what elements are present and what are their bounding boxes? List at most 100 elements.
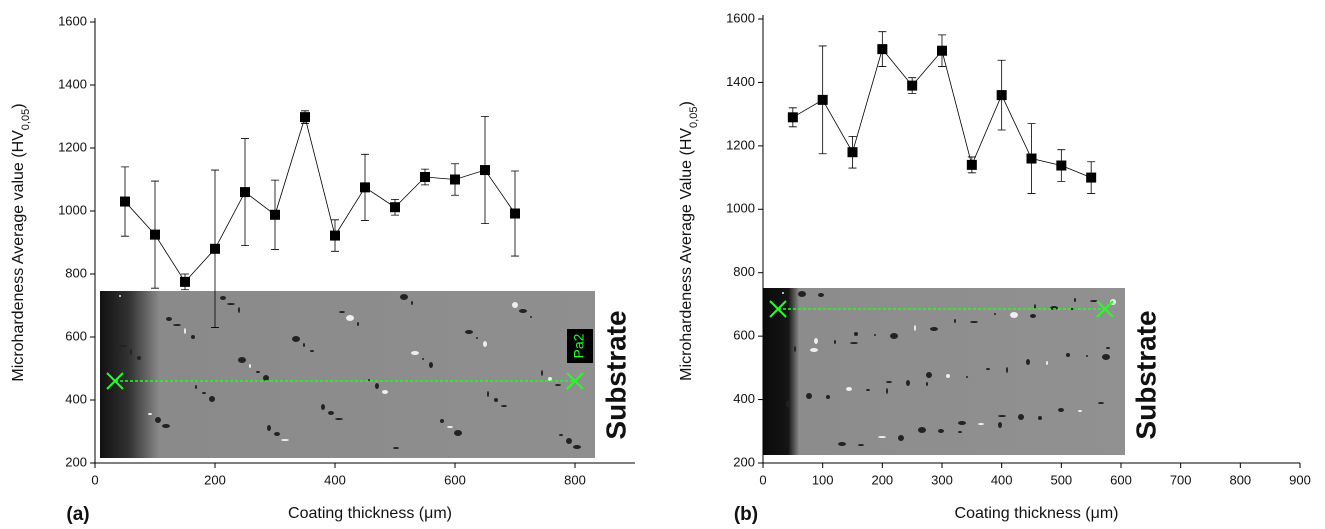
pore: [938, 429, 944, 433]
pore: [119, 345, 127, 347]
pore: [256, 371, 260, 373]
pore: [375, 383, 379, 389]
data-point: [420, 172, 430, 182]
data-point: [240, 187, 250, 197]
annotation: Substrate: [600, 310, 631, 439]
data-point: [210, 244, 220, 254]
pore: [487, 391, 489, 397]
pore: [476, 337, 478, 339]
x-tick-label: 600: [444, 472, 466, 487]
chart: Pa2Substrate2004006008001000120014001600…: [0, 0, 1325, 529]
pore: [447, 426, 453, 428]
pore: [906, 380, 910, 386]
pore: [555, 384, 561, 386]
pore: [393, 447, 399, 449]
y-tick-label: 800: [65, 265, 87, 280]
data-point: [818, 95, 828, 105]
panel-label: (a): [66, 504, 89, 525]
data-point: [1056, 161, 1066, 171]
pore: [267, 425, 271, 431]
pore: [1038, 416, 1042, 420]
pore: [850, 342, 858, 344]
pore: [958, 431, 962, 433]
x-tick-label: 400: [991, 472, 1013, 487]
x-axis-label: Coating thickness (μm): [955, 505, 1119, 522]
pore: [858, 444, 864, 446]
data-point: [510, 209, 520, 219]
pore: [454, 430, 462, 436]
pore: [838, 442, 846, 446]
pore: [191, 335, 195, 339]
pore: [810, 348, 818, 352]
pore: [878, 436, 886, 438]
pore: [854, 332, 858, 336]
pore: [422, 358, 424, 360]
pore: [166, 317, 172, 321]
pore: [321, 404, 325, 410]
pore: [946, 374, 950, 378]
data-point: [1086, 173, 1096, 183]
pore: [512, 302, 518, 308]
y-tick-label: 1600: [58, 13, 87, 28]
data-point: [120, 197, 130, 207]
pore: [310, 350, 314, 352]
pore: [1010, 312, 1018, 318]
pore: [814, 338, 818, 344]
pore: [1074, 298, 1076, 302]
pore: [400, 294, 408, 300]
pore: [998, 415, 1006, 417]
series-line: [793, 49, 1091, 177]
data-point: [907, 81, 917, 91]
y-tick-label: 1400: [58, 76, 87, 91]
pore: [1058, 408, 1064, 412]
pore: [303, 343, 305, 347]
pore: [368, 379, 370, 381]
pore: [155, 417, 161, 423]
pore: [494, 398, 498, 402]
annotation: Substrate: [1130, 310, 1161, 439]
y-tick-label: 400: [65, 391, 87, 406]
pore: [874, 334, 876, 336]
pore: [1006, 367, 1008, 373]
data-point: [390, 202, 400, 212]
pore: [970, 321, 978, 323]
pore: [782, 292, 784, 294]
x-tick-label: 400: [324, 472, 346, 487]
pore: [357, 322, 359, 326]
pore: [978, 423, 984, 425]
pore: [918, 427, 926, 433]
pore: [173, 324, 181, 326]
data-point: [788, 112, 798, 122]
y-axis-label: Microhardeness Average value (HV0,05): [10, 103, 32, 381]
pore: [382, 390, 388, 394]
data-point: [1027, 154, 1037, 164]
x-tick-label: 700: [1170, 472, 1192, 487]
pore: [986, 368, 990, 370]
x-tick-label: 0: [91, 472, 98, 487]
y-axis-label-main: Microhardeness Average Value (HV: [678, 128, 695, 381]
micrograph: [763, 288, 1125, 455]
series-line: [125, 117, 515, 282]
x-axis-label: Coating thickness (μm): [288, 505, 452, 522]
pore: [926, 372, 932, 378]
data-point: [848, 147, 858, 157]
pore: [786, 401, 790, 407]
pore: [818, 293, 824, 297]
panel-label: (b): [734, 504, 758, 525]
pore: [346, 315, 354, 321]
y-axis-label-sub: 0,05: [688, 107, 700, 128]
pore: [238, 357, 246, 363]
pore: [195, 385, 197, 389]
pore: [914, 325, 916, 331]
pore: [411, 301, 413, 305]
pore: [794, 346, 796, 352]
pore: [846, 387, 852, 391]
x-tick-label: 600: [1110, 472, 1132, 487]
pore: [519, 309, 527, 313]
data-point: [330, 231, 340, 241]
x-tick-label: 300: [931, 472, 953, 487]
pore: [541, 370, 543, 376]
pore: [263, 375, 269, 381]
y-tick-label: 1200: [726, 137, 755, 152]
pore: [335, 418, 343, 420]
